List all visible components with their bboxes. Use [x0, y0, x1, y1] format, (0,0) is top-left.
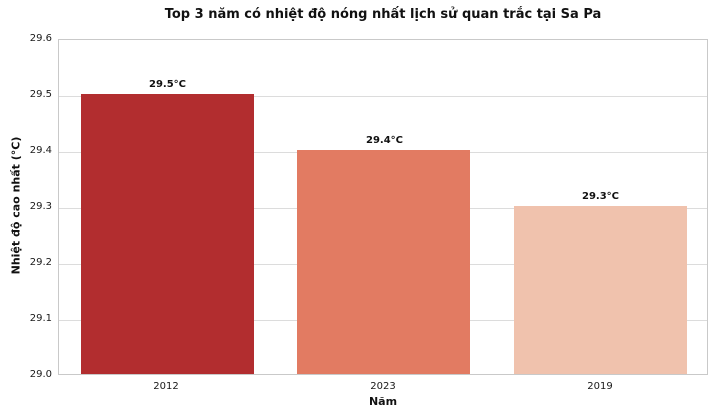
y-tick-label: 29.0 — [29, 369, 52, 380]
x-tick-label: 2023 — [370, 381, 396, 392]
bar-value-label: 29.3°C — [581, 191, 619, 202]
x-tick-label: 2012 — [153, 381, 179, 392]
y-tick-label: 29.1 — [29, 313, 52, 324]
gridline — [59, 96, 707, 97]
chart-title: Top 3 năm có nhiệt độ nóng nhất lịch sử … — [164, 7, 602, 22]
plot-area: 29.5°C 29.4°C 29.3°C — [58, 39, 708, 375]
y-tick-label: 29.5 — [29, 89, 52, 100]
x-axis-label: Năm — [368, 395, 398, 408]
x-tick-label: 2019 — [587, 381, 613, 392]
y-tick-label: 29.6 — [29, 33, 52, 44]
y-tick-label: 29.3 — [29, 201, 52, 212]
bar-2019 — [514, 206, 687, 374]
y-tick-label: 29.2 — [29, 257, 52, 268]
bar-value-label: 29.5°C — [148, 79, 186, 90]
bar-2012 — [81, 94, 254, 374]
bar-value-label: 29.4°C — [365, 135, 403, 146]
bar-2023 — [297, 150, 470, 374]
y-tick-label: 29.4 — [29, 145, 52, 156]
